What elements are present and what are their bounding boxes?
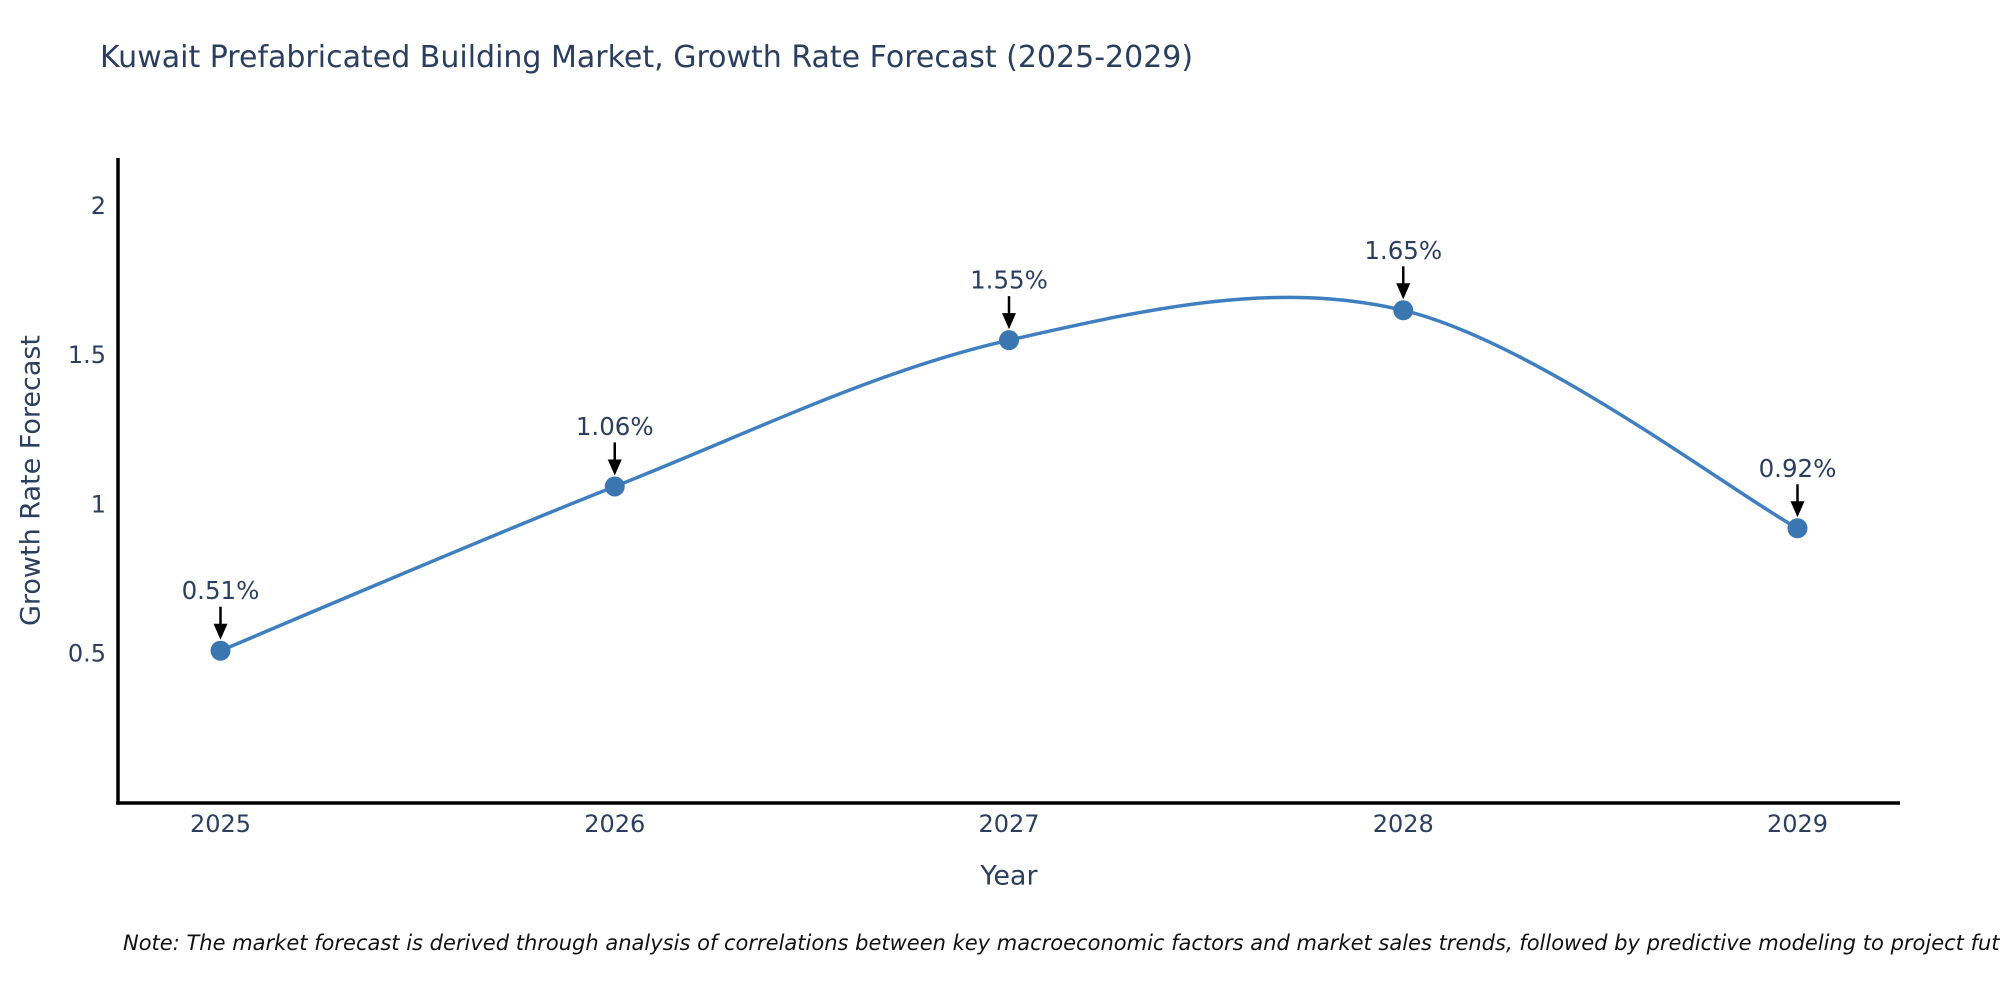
- chart-title: Kuwait Prefabricated Building Market, Gr…: [100, 40, 1194, 75]
- y-tick-label: 2: [91, 192, 106, 220]
- series-line: [218, 295, 1800, 653]
- annotation-arrowhead-icon: [1002, 313, 1016, 330]
- chart-footnote: Note: The market forecast is derived thr…: [123, 931, 2000, 955]
- y-tick-label: 1.5: [68, 341, 106, 369]
- x-tick-label: 2028: [1373, 810, 1434, 838]
- annotation-arrowhead-icon: [1790, 501, 1805, 518]
- annotation-label: 1.06%: [576, 412, 654, 441]
- x-axis-title: Year: [979, 861, 1038, 892]
- y-tick-label: 1: [91, 490, 106, 518]
- x-tick-label: 2029: [1767, 810, 1828, 838]
- data-point-marker: [604, 476, 625, 497]
- annotation-label: 1.65%: [1364, 236, 1442, 265]
- annotation-label: 1.55%: [970, 266, 1048, 295]
- data-point-marker: [1787, 518, 1808, 539]
- x-tick-label: 2026: [584, 810, 645, 838]
- x-tick-label: 2025: [190, 810, 251, 838]
- annotation-arrowhead-icon: [607, 459, 622, 476]
- x-tick-label: 2027: [978, 810, 1039, 838]
- annotation-label: 0.92%: [1759, 454, 1837, 483]
- data-point-marker: [210, 640, 231, 661]
- annotation-arrowhead-icon: [1396, 283, 1411, 300]
- y-axis-title: Growth Rate Forecast: [16, 335, 47, 626]
- data-point-marker: [999, 330, 1019, 351]
- annotation-arrowhead-icon: [213, 623, 228, 640]
- annotation-label: 0.51%: [182, 576, 260, 605]
- data-point-marker: [1393, 300, 1414, 321]
- y-tick-label: 0.5: [68, 640, 106, 668]
